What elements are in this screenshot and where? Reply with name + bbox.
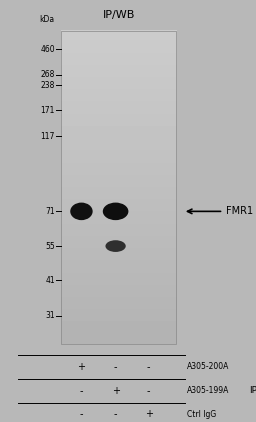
Text: 31: 31 — [45, 311, 55, 320]
Text: 460: 460 — [40, 45, 55, 54]
Text: 41: 41 — [45, 276, 55, 285]
Text: -: - — [114, 362, 117, 372]
Text: -: - — [147, 386, 151, 395]
Text: +: + — [78, 362, 86, 372]
Text: -: - — [80, 409, 83, 419]
Text: -: - — [147, 362, 151, 372]
Text: +: + — [145, 409, 153, 419]
Ellipse shape — [103, 203, 129, 220]
Text: 71: 71 — [45, 207, 55, 216]
Text: A305-200A: A305-200A — [187, 362, 229, 371]
Text: 268: 268 — [40, 70, 55, 79]
Ellipse shape — [70, 203, 93, 220]
Text: IP/WB: IP/WB — [103, 10, 135, 20]
Text: IP: IP — [249, 386, 256, 395]
Text: kDa: kDa — [40, 15, 55, 24]
Text: A305-199A: A305-199A — [187, 386, 229, 395]
Text: Ctrl IgG: Ctrl IgG — [187, 410, 216, 419]
Text: 171: 171 — [40, 106, 55, 115]
Text: FMR1: FMR1 — [226, 206, 253, 216]
Text: -: - — [114, 409, 117, 419]
Text: 55: 55 — [45, 241, 55, 251]
Bar — [61, 31, 176, 344]
Text: +: + — [112, 386, 120, 395]
Text: 238: 238 — [40, 81, 55, 89]
Ellipse shape — [105, 240, 126, 252]
Text: 117: 117 — [40, 132, 55, 141]
Text: -: - — [80, 386, 83, 395]
